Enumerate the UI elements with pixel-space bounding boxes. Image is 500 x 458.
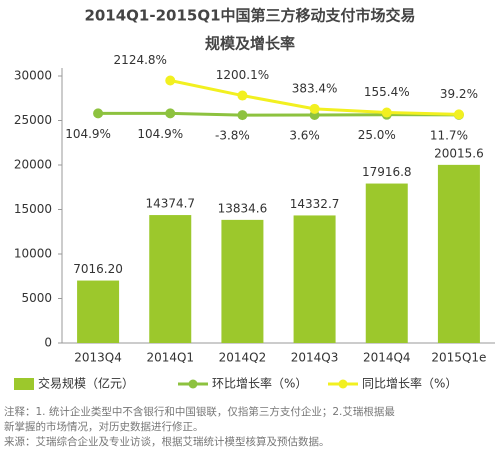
data-label: -3.8% [215, 129, 250, 143]
x-tick-label: 2013Q4 [74, 351, 122, 365]
bar [149, 215, 192, 343]
marker [453, 109, 464, 120]
bar [221, 219, 264, 343]
y-tick-label: 10000 [14, 247, 52, 261]
x-tick-label: 2014Q1 [146, 351, 194, 365]
y-tick-label: 5000 [21, 291, 52, 305]
data-label: 2124.8% [114, 53, 167, 67]
marker [309, 103, 320, 114]
y-tick-label: 0 [44, 336, 52, 350]
data-label: 1200.1% [216, 68, 269, 82]
data-label: 7016.20 [73, 262, 123, 276]
note: 来源：艾瑞综合企业及专业访谈，根据艾瑞统计模型核算及预估数据。 [4, 435, 330, 448]
legend-label: 环比增长率（%） [212, 376, 307, 391]
x-tick-label: 2014Q3 [291, 351, 339, 365]
chart-title: 规模及增长率 [205, 35, 295, 53]
marker [165, 75, 176, 86]
marker [237, 110, 248, 121]
legend-swatch [338, 379, 348, 389]
data-label: 14374.7 [145, 197, 195, 211]
data-label: 104.9% [65, 127, 111, 141]
bar [365, 183, 408, 343]
chart-title: 2014Q1-2015Q1中国第三方移动支付市场交易 [84, 7, 415, 25]
data-label: 39.2% [440, 87, 478, 101]
data-label: 13834.6 [218, 201, 268, 215]
bar [437, 164, 480, 343]
legend-swatch [14, 378, 34, 390]
bar [293, 215, 336, 343]
legend-swatch [188, 379, 198, 389]
data-label: 104.9% [137, 127, 183, 141]
legend-label: 同比增长率（%） [362, 376, 457, 391]
data-label: 155.4% [364, 85, 410, 99]
y-tick-label: 20000 [14, 158, 52, 172]
note: 新掌握的市场情况，对历史数据进行修正。 [4, 420, 204, 433]
marker [381, 107, 392, 118]
y-tick-label: 15000 [14, 202, 52, 216]
marker [93, 108, 104, 119]
marker [165, 108, 176, 119]
data-label: 17916.8 [362, 165, 412, 179]
y-tick-label: 30000 [14, 69, 52, 83]
x-tick-label: 2014Q2 [219, 351, 267, 365]
data-label: 3.6% [289, 129, 320, 143]
line [98, 111, 459, 117]
note: 注释：1. 统计企业类型中不含银行和中国银联，仅指第三方支付企业；2.艾瑞根据最 [4, 405, 395, 418]
data-label: 25.0% [358, 128, 396, 142]
marker [237, 90, 248, 101]
data-label: 14332.7 [290, 197, 340, 211]
data-label: 383.4% [292, 81, 338, 95]
x-tick-label: 2015Q1e [431, 351, 486, 365]
legend-label: 交易规模（亿元） [38, 376, 134, 391]
data-label: 20015.6 [434, 146, 484, 160]
x-tick-label: 2014Q4 [363, 351, 411, 365]
bar [77, 280, 120, 343]
data-label: 11.7% [430, 128, 468, 142]
y-tick-label: 25000 [14, 113, 52, 127]
